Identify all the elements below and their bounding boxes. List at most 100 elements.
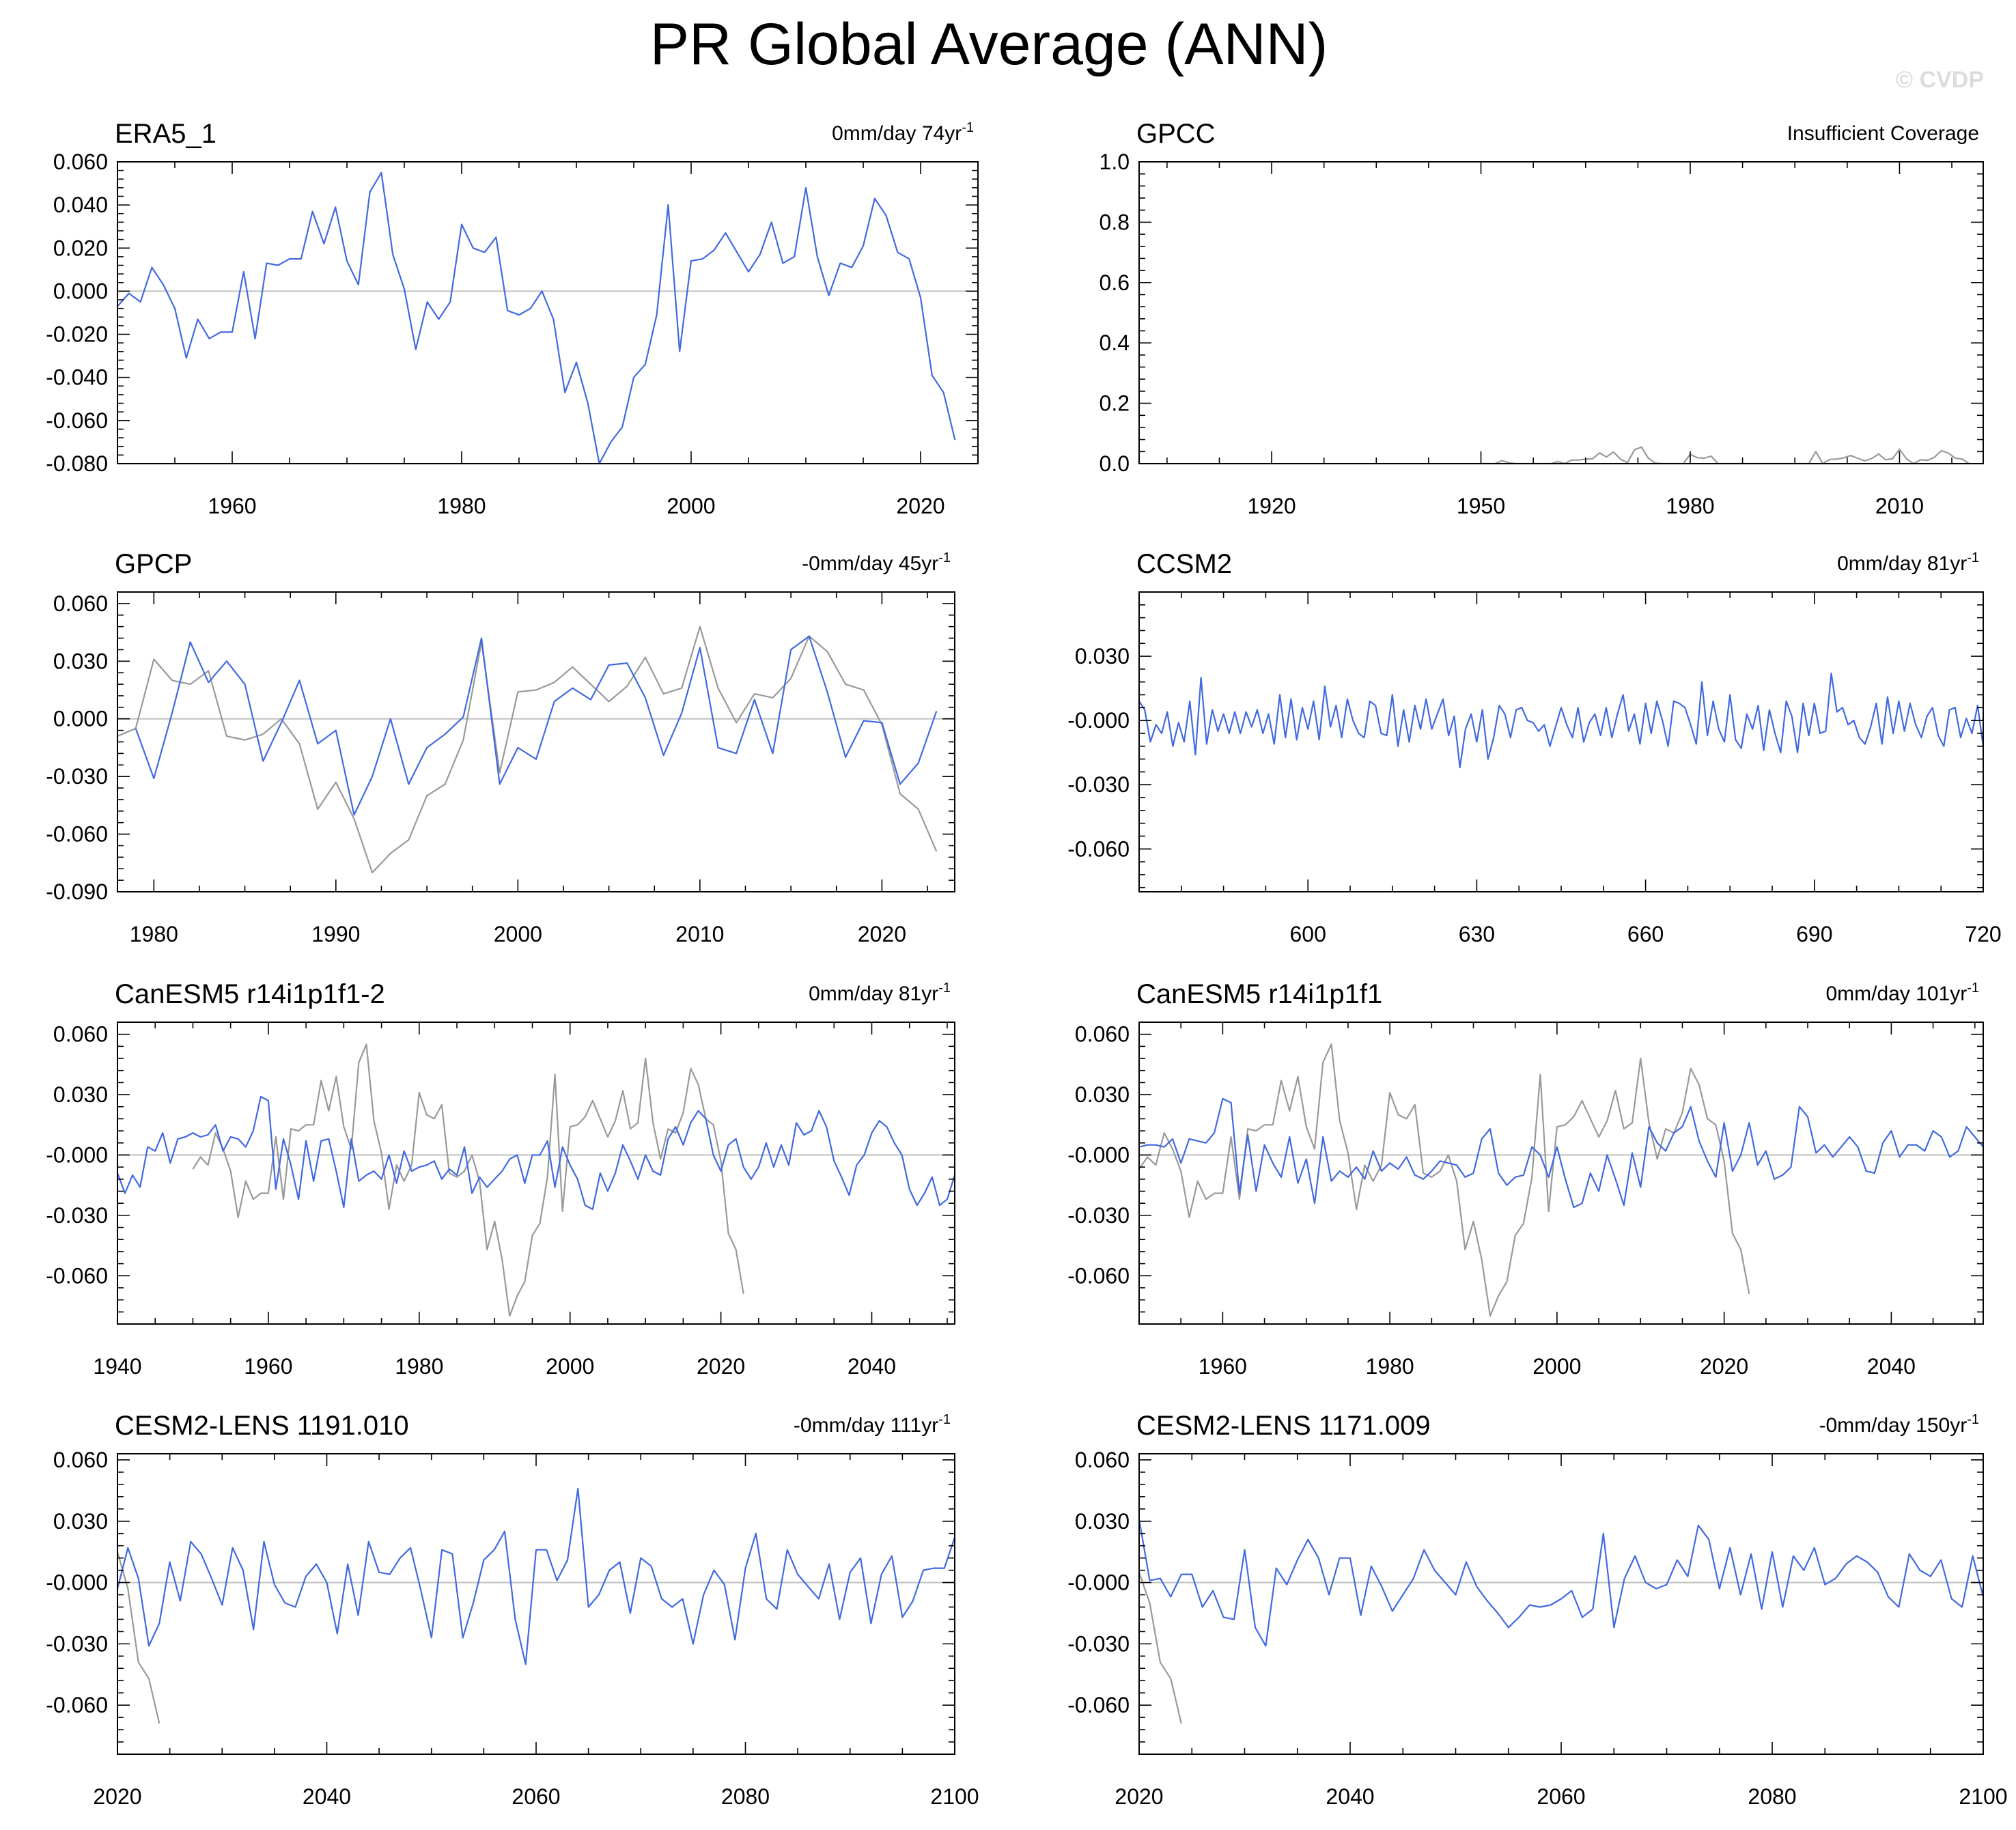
- x-tick-label: 2080: [1748, 1784, 1796, 1809]
- panel-info-text: 0mm/day 74yr: [832, 122, 962, 145]
- plot-frame: [1138, 161, 1984, 464]
- x-tick-label: 660: [1627, 922, 1664, 946]
- y-tick-label: 0.4: [1100, 330, 1130, 355]
- panel-info-exponent: -1: [938, 550, 951, 565]
- y-tick-label: 0.030: [1075, 1509, 1130, 1534]
- plot-frame: [117, 161, 979, 464]
- series-line-cesm2-lens-1171-009: [1139, 1519, 1983, 1647]
- y-tick-label: 0.060: [53, 591, 108, 616]
- y-tick-label: -0.000: [46, 1571, 108, 1595]
- x-tick-label: 2000: [667, 494, 715, 518]
- panel-info: 0mm/day 81yr-1: [809, 981, 951, 1005]
- x-tick-label: 2100: [930, 1784, 979, 1809]
- panel-title: GPCC: [1136, 119, 1216, 149]
- panel-info-text: 0mm/day 81yr: [1837, 552, 1967, 575]
- series-line-era5-1: [117, 171, 956, 464]
- y-tick-label: 0.2: [1100, 391, 1130, 416]
- x-tick-label: 2020: [93, 1784, 141, 1809]
- y-tick-label: -0.060: [46, 408, 108, 433]
- panel-title: CESM2-LENS 1191.010: [115, 1411, 409, 1441]
- panel-cesm2-lens-1191-010: CESM2-LENS 1191.010 -0mm/day 111yr-1 2020 2…: [46, 1411, 979, 1809]
- panel-info-text: Insufficient Coverage: [1787, 122, 1979, 145]
- y-tick-label: 1.0: [1100, 150, 1130, 174]
- y-tick-label: -0.000: [1067, 1142, 1130, 1167]
- panel-info: 0mm/day 81yr-1: [1837, 550, 1979, 575]
- series-line-gpcp: [135, 635, 938, 816]
- x-tick-label: 720: [1965, 922, 2001, 946]
- x-tick-label: 2020: [858, 922, 906, 946]
- x-tick-label: 1980: [130, 922, 178, 946]
- series-line-ccsm2: [1139, 673, 1983, 769]
- y-tick-label: 0.060: [53, 150, 108, 174]
- panel-info-text: -0mm/day 111yr: [794, 1414, 938, 1437]
- y-tick-label: 0.0: [1100, 451, 1130, 476]
- series-line-observed: [1139, 1572, 1182, 1724]
- panels: ERA5_1 0mm/day 74yr -1 1960 1980 2000 2020 -0.0…: [46, 119, 2007, 1809]
- y-tick-label: -0.000: [46, 1142, 108, 1167]
- y-tick-label: 0.6: [1100, 270, 1130, 295]
- y-tick-label: 0.030: [1075, 644, 1130, 668]
- x-tick-label: 630: [1459, 922, 1495, 946]
- x-tick-label: 2040: [1326, 1784, 1374, 1809]
- plot-frame: [1138, 591, 1984, 892]
- plot-frame: [117, 1453, 955, 1755]
- panel-info-exponent: -1: [938, 981, 951, 996]
- x-tick-label: 2000: [546, 1354, 594, 1379]
- x-tick-label: 2060: [512, 1784, 560, 1809]
- y-tick-label: -0.060: [46, 1263, 108, 1288]
- y-tick-label: -0.000: [1067, 708, 1130, 733]
- panel-title: CESM2-LENS 1171.009: [1136, 1411, 1431, 1441]
- panel-info-text: -0mm/day 45yr: [802, 552, 938, 575]
- panel-info-exponent: -1: [1967, 550, 1979, 565]
- panel-info-exponent: -1: [1967, 981, 1979, 996]
- y-tick-label: 0.030: [53, 1082, 108, 1107]
- x-tick-label: 2020: [896, 494, 944, 518]
- x-tick-label: 1980: [1666, 494, 1714, 518]
- panel-info-exponent: -1: [938, 1412, 951, 1427]
- x-tick-label: 1940: [93, 1354, 141, 1379]
- series-line-canesm5-r14i1p1f1-2: [117, 1095, 955, 1211]
- plot-frame: [117, 591, 955, 892]
- x-tick-label: 2040: [303, 1784, 351, 1809]
- y-tick-label: 0.030: [1075, 1082, 1130, 1107]
- series-line-cesm2-lens-1191-010: [117, 1487, 955, 1665]
- x-tick-label: 1960: [244, 1354, 292, 1379]
- x-tick-label: 1920: [1247, 494, 1296, 518]
- x-tick-label: 2020: [697, 1354, 745, 1379]
- x-tick-label: 600: [1290, 922, 1326, 946]
- y-tick-label: -0.090: [46, 879, 108, 904]
- y-tick-label: -0.030: [46, 764, 108, 789]
- y-tick-label: -0.030: [46, 1631, 108, 1656]
- panel-info: -0mm/day 45yr-1: [802, 550, 951, 575]
- panel-title: ERA5_1: [115, 119, 216, 149]
- x-tick-label: 2060: [1537, 1784, 1585, 1809]
- plot-frame: [1138, 1022, 1984, 1325]
- figure-title: PR Global Average (ANN): [650, 12, 1328, 77]
- panel-info-text: 0mm/day 101yr: [1825, 983, 1967, 1005]
- plot-frame: [117, 1022, 955, 1325]
- panel-title: CCSM2: [1136, 549, 1232, 579]
- x-tick-label: 2040: [848, 1354, 896, 1379]
- panel-title: GPCP: [115, 549, 192, 579]
- x-tick-label: 2020: [1115, 1784, 1163, 1809]
- y-tick-label: -0.030: [46, 1203, 108, 1228]
- panel-canesm5-r14i1p1f1-2: CanESM5 r14i1p1f1-2 0mm/day 81yr-1 1940 196…: [46, 979, 955, 1379]
- x-tick-label: 2040: [1867, 1354, 1916, 1379]
- panel-gpcc: GPCC Insufficient Coverage 1920 1950 1980 201…: [1100, 119, 1984, 518]
- y-tick-label: -0.030: [1067, 1203, 1130, 1228]
- x-tick-label: 2080: [721, 1784, 770, 1809]
- y-tick-label: 0.8: [1100, 210, 1130, 234]
- cvdp-credit: © CVDP: [1896, 67, 1984, 93]
- y-tick-label: 0.000: [53, 279, 108, 303]
- x-tick-label: 1980: [395, 1354, 443, 1379]
- x-tick-label: 1950: [1457, 494, 1505, 518]
- x-tick-label: 2010: [675, 922, 724, 946]
- y-tick-label: 0.030: [53, 1509, 108, 1534]
- panel-era5-1: ERA5_1 0mm/day 74yr-1 1960 1980 2000 2020 -0.0…: [46, 119, 979, 518]
- y-tick-label: -0.060: [1067, 1263, 1130, 1288]
- y-tick-label: -0.000: [1067, 1571, 1130, 1595]
- y-tick-label: 0.000: [53, 707, 108, 731]
- panel-info: Insufficient Coverage: [1787, 122, 1979, 145]
- x-tick-label: 2100: [1959, 1784, 2007, 1809]
- x-tick-label: 1980: [1366, 1354, 1414, 1379]
